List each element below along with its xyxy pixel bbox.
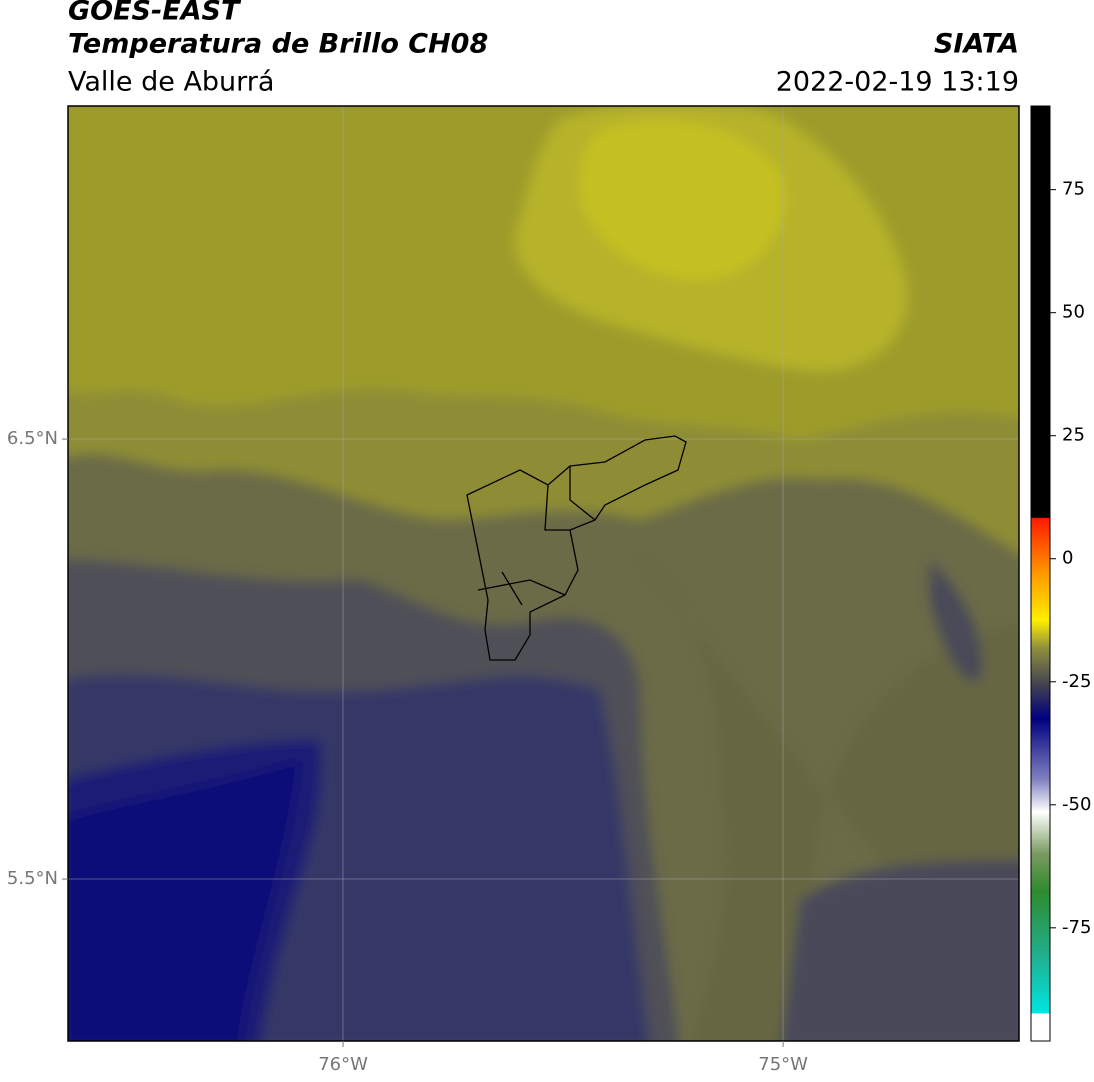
datetime: 2022-02-19 13:19 xyxy=(776,67,1019,98)
colorbar-tick-label: 50 xyxy=(1062,302,1085,323)
y-tick-label: 6.5°N xyxy=(7,428,58,449)
x-tick-label: 75°W xyxy=(758,1054,808,1075)
colorbar-tick-label: 0 xyxy=(1062,548,1073,569)
x-tick-label: 76°W xyxy=(318,1054,368,1075)
colorbar-tick-label: 25 xyxy=(1062,425,1085,446)
source: SIATA xyxy=(934,29,1019,60)
map-frame xyxy=(67,105,1020,1042)
y-tick-label: 5.5°N xyxy=(7,868,58,889)
valle-boundary xyxy=(466,435,687,661)
satellite-image xyxy=(68,106,1019,1041)
title: GOES-EAST xyxy=(68,0,242,27)
colorbar-tick-label: -50 xyxy=(1062,794,1091,815)
colorbar-tick-label: -25 xyxy=(1062,671,1091,692)
subtitle: Temperatura de Brillo CH08 xyxy=(68,29,488,60)
colorbar-tick-label: 75 xyxy=(1062,179,1085,200)
region: Valle de Aburrá xyxy=(68,67,274,98)
colorbar xyxy=(1030,105,1051,1042)
colorbar-tick-label: -75 xyxy=(1062,917,1091,938)
